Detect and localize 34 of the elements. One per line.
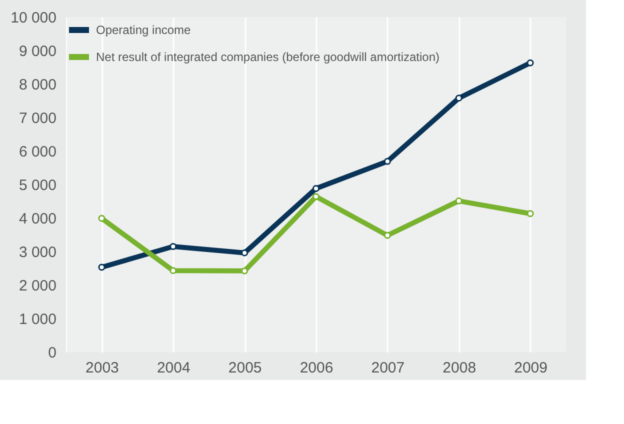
- x-tick-label: 2005: [228, 360, 262, 376]
- point: [526, 59, 534, 66]
- point: [241, 249, 248, 256]
- point: [98, 214, 106, 222]
- y-tick-label: 0: [48, 344, 56, 362]
- legend-label: Net result of integrated companies (before goodwill amortization): [96, 50, 440, 64]
- point: [241, 267, 248, 274]
- point: [384, 158, 391, 165]
- x-tick-label: 2003: [86, 360, 119, 376]
- y-tick-label: 2 000: [18, 278, 56, 294]
- x-tick-label: 2008: [442, 360, 476, 376]
- point: [170, 267, 177, 274]
- y-tick-label: 5 000: [18, 177, 56, 194]
- legend-label: Operating income: [96, 23, 192, 37]
- point: [526, 210, 534, 218]
- x-tick-label: 2004: [156, 360, 190, 376]
- y-tick-label: 1 000: [18, 311, 56, 328]
- x-tick-label: 2009: [514, 360, 548, 376]
- point: [170, 242, 177, 250]
- y-tick-label: 3 000: [18, 244, 56, 261]
- y-tick-label: 10 000: [10, 10, 56, 26]
- x-tick-label: 2006: [300, 360, 334, 376]
- x-tick-label: 2007: [371, 360, 405, 376]
- y-tick-label: 8 000: [18, 76, 56, 94]
- point: [312, 193, 320, 200]
- y-tick-label: 9 000: [18, 43, 56, 60]
- y-tick-label: 6 000: [18, 144, 56, 160]
- point: [384, 232, 391, 239]
- point: [455, 197, 462, 204]
- point: [455, 94, 462, 102]
- point: [312, 185, 320, 192]
- point: [98, 264, 106, 271]
- y-tick-label: 4 000: [18, 210, 56, 228]
- y-tick-label: 7 000: [18, 110, 56, 127]
